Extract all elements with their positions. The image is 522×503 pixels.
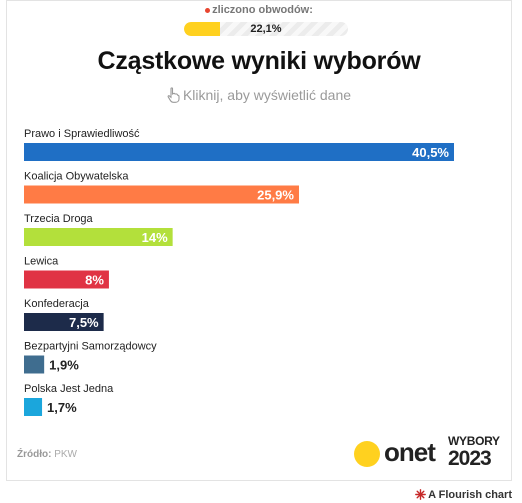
flourish-star-icon (415, 489, 426, 500)
onet-logo-text: onet (384, 437, 436, 467)
bar[interactable] (24, 270, 109, 289)
onet-sun-icon (354, 441, 380, 467)
counted-label-text: zliczono obwodów: (212, 4, 313, 16)
pointing-hand-icon (167, 87, 180, 103)
value-label: 14% (142, 230, 168, 245)
value-label: 8% (85, 273, 104, 288)
flourish-credit-link[interactable]: A Flourish chart (415, 489, 512, 501)
show-data-hint[interactable]: Kliknij, aby wyświetlić dane (7, 87, 511, 103)
counted-label: zliczono obwodów: (7, 4, 511, 16)
category-label: Bezpartyjni Samorządowcy (24, 341, 157, 353)
bar-chart[interactable]: Prawo i Sprawiedliwość 40,5% Koalicja Obyw… (0, 0, 522, 440)
value-label: 25,9% (257, 188, 294, 203)
show-data-hint-text: Kliknij, aby wyświetlić dane (182, 87, 352, 103)
bar[interactable] (24, 398, 43, 416)
live-dot-icon (205, 7, 211, 13)
wybory-logo-year: 2023 (448, 447, 492, 470)
wybory-2023-logo: WYBORY 2023 (448, 435, 502, 469)
value-label: 7,5% (69, 315, 99, 330)
bar[interactable] (24, 313, 104, 331)
counting-progress-text: 22,1% (250, 23, 282, 35)
source-note: Źródło: PKW (17, 449, 77, 460)
category-label: Prawo i Sprawiedliwość (24, 128, 140, 140)
category-label: Konfederacja (24, 298, 90, 310)
chart-title: Cząstkowe wyniki wyborów (97, 47, 421, 75)
flourish-credit-text: A Flourish chart (428, 489, 512, 501)
value-label: 1,9% (49, 358, 79, 373)
counting-progress-fill (184, 22, 221, 36)
source-value: PKW (54, 449, 77, 460)
value-label: 1,7% (47, 400, 77, 415)
category-label: Trzecia Droga (24, 213, 94, 225)
counting-progress-bar: 22,1% (184, 22, 348, 36)
category-label: Lewica (24, 256, 59, 268)
bar[interactable] (24, 143, 454, 161)
category-label: Koalicja Obywatelska (24, 171, 129, 183)
value-label: 40,5% (412, 145, 449, 160)
wybory-logo-text: WYBORY (448, 434, 500, 448)
category-label: Polska Jest Jedna (24, 383, 114, 395)
bar[interactable] (24, 228, 173, 246)
bar[interactable] (24, 185, 299, 204)
bar[interactable] (24, 355, 45, 374)
source-label: Źródło: (17, 449, 52, 460)
